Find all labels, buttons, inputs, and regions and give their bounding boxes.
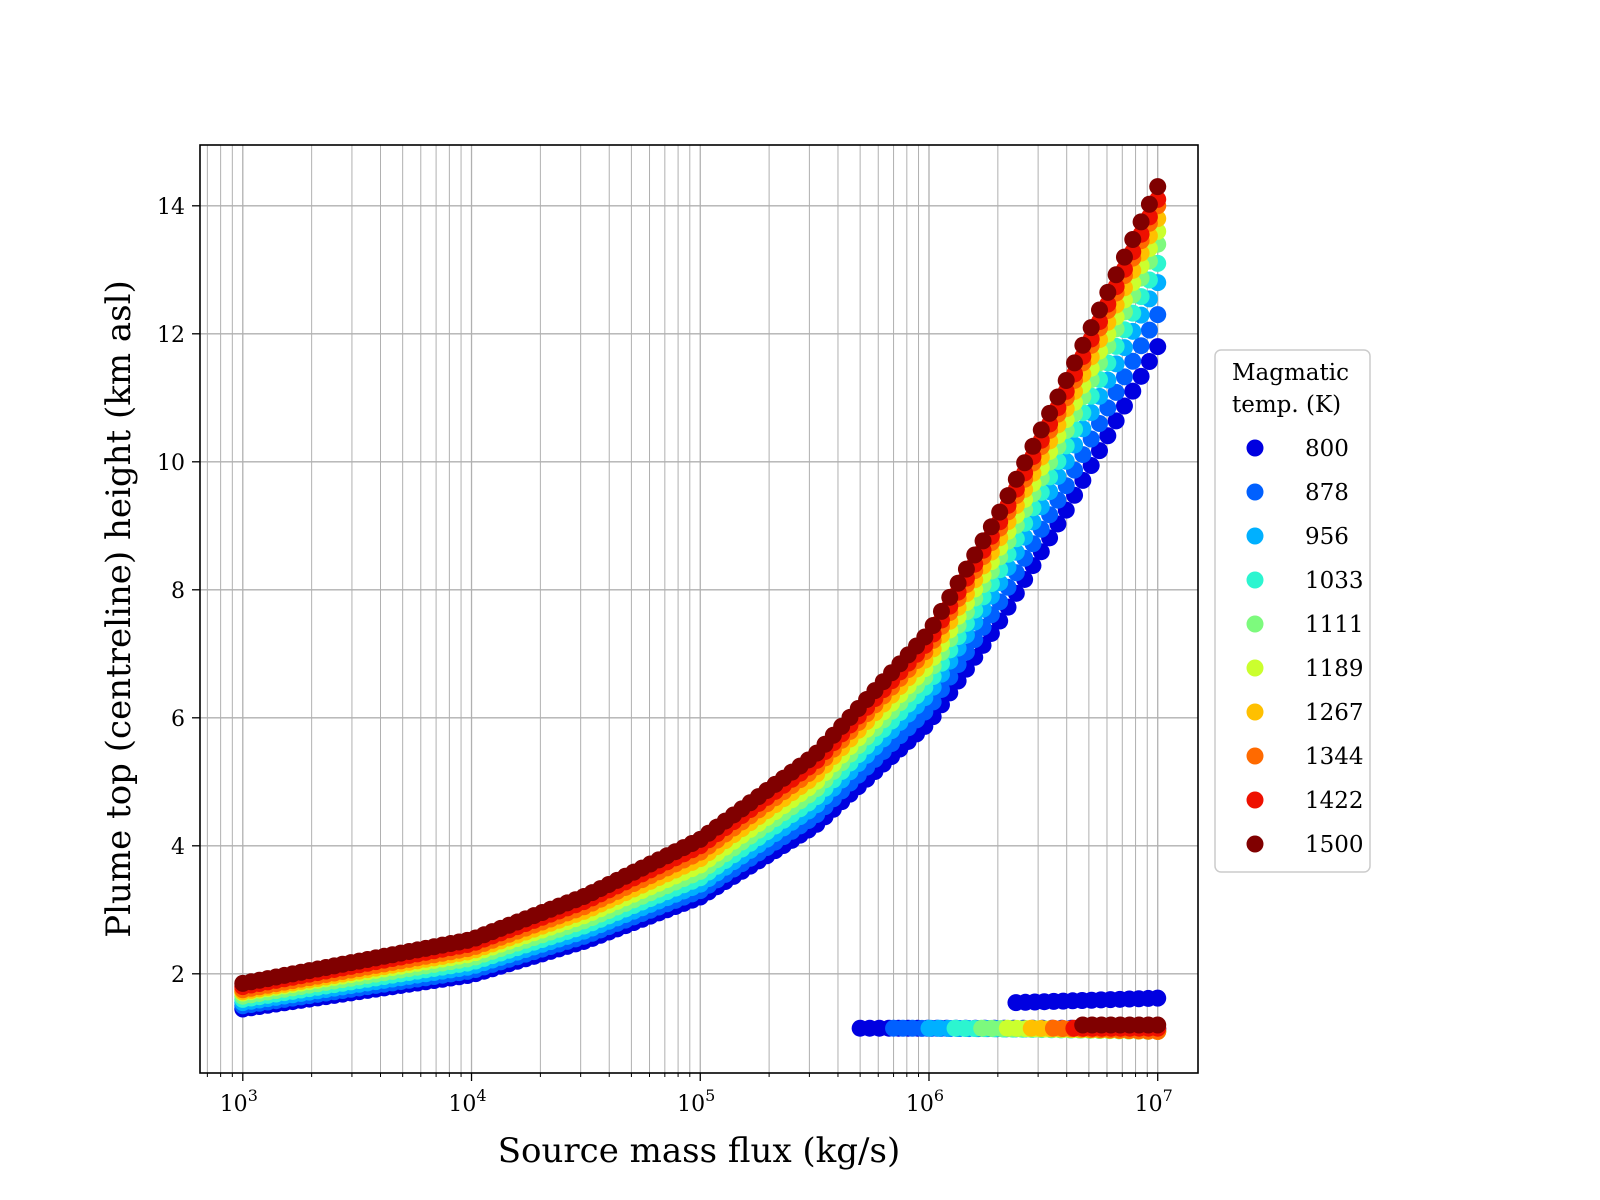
legend-marker — [1246, 483, 1264, 501]
legend-marker — [1246, 747, 1264, 765]
point-1500 — [1082, 319, 1100, 337]
point-1500 — [1057, 372, 1075, 390]
x-tick-label: 106 — [906, 1086, 944, 1117]
x-tick-label: 105 — [677, 1086, 715, 1117]
point-1500 — [1041, 404, 1059, 422]
legend-marker — [1246, 439, 1264, 457]
point-1500 — [941, 588, 959, 606]
axis-ticks: 103 104 105 106 107 2 4 6 8 10 12 14 — [157, 195, 1173, 1117]
point-1500 — [1074, 336, 1092, 354]
point-878 — [1124, 352, 1142, 370]
grid-lines — [200, 145, 1198, 1073]
point-1500 — [1007, 470, 1025, 488]
point-1500 — [957, 560, 975, 578]
x-axis-label: Source mass flux (kg/s) — [498, 1131, 900, 1171]
point-1500 — [974, 532, 992, 550]
y-tick-label: 6 — [171, 707, 185, 732]
y-axis-label: Plume top (centreline) height (km asl) — [99, 280, 139, 938]
y-tick-label: 8 — [171, 579, 185, 604]
point-800 — [1149, 338, 1167, 356]
legend-marker — [1246, 571, 1264, 589]
legend-marker — [1246, 615, 1264, 633]
point-800 — [1149, 989, 1167, 1007]
point-800 — [1115, 397, 1133, 415]
legend-box — [1214, 349, 1371, 873]
y-tick-label: 14 — [157, 195, 185, 220]
legend-label: 1500 — [1305, 832, 1364, 858]
x-tick-label: 107 — [1135, 1086, 1173, 1117]
y-tick-label: 4 — [171, 835, 185, 860]
series-1500 — [234, 178, 1167, 1034]
legend-marker — [1246, 527, 1264, 545]
point-800 — [1140, 352, 1158, 370]
point-1500 — [1049, 388, 1067, 406]
point-1500 — [949, 574, 967, 592]
point-1500 — [924, 617, 942, 635]
legend-label: 1111 — [1305, 612, 1364, 638]
point-1500 — [932, 602, 950, 620]
point-1500 — [1124, 230, 1142, 248]
point-1500 — [982, 518, 1000, 536]
x-tick-label: 104 — [448, 1086, 486, 1117]
point-1500 — [1090, 301, 1108, 319]
legend-label: 1344 — [1305, 744, 1364, 770]
point-1500 — [1016, 454, 1034, 472]
point-1500 — [1149, 178, 1167, 196]
legend-label: 878 — [1305, 480, 1349, 506]
data-points — [234, 178, 1167, 1040]
x-tick-label: 103 — [220, 1086, 258, 1117]
legend-label: 956 — [1305, 524, 1349, 550]
point-878 — [1107, 383, 1125, 401]
point-1500 — [991, 503, 1009, 521]
legend-label: 1033 — [1305, 568, 1364, 594]
legend-title: Magmatic — [1232, 360, 1349, 386]
legend-title: temp. (K) — [1232, 392, 1341, 418]
point-800 — [1124, 382, 1142, 400]
point-1500 — [966, 546, 984, 564]
point-1500 — [1132, 213, 1150, 231]
point-878 — [1132, 337, 1150, 355]
y-tick-label: 2 — [171, 963, 185, 988]
legend-marker — [1246, 835, 1264, 853]
point-878 — [1140, 321, 1158, 339]
y-tick-label: 12 — [157, 323, 185, 348]
point-800 — [1132, 367, 1150, 385]
legend-label: 1189 — [1305, 656, 1364, 682]
point-1500 — [1099, 283, 1117, 301]
point-878 — [1115, 368, 1133, 386]
point-1500 — [999, 487, 1017, 505]
legend: Magmatic temp. (K) 800 878 956 1033 1111 1189 12… — [1214, 349, 1371, 873]
legend-label: 800 — [1305, 436, 1349, 462]
point-1500 — [1032, 421, 1050, 439]
point-1500 — [1140, 195, 1158, 213]
point-1500 — [1107, 266, 1125, 284]
legend-marker — [1246, 791, 1264, 809]
point-1500 — [1149, 1016, 1167, 1034]
plot-area-frame — [199, 144, 1199, 1074]
point-1500 — [1024, 437, 1042, 455]
point-1500 — [1115, 248, 1133, 266]
point-800 — [1099, 427, 1117, 445]
y-tick-label: 10 — [157, 451, 185, 476]
legend-marker — [1246, 703, 1264, 721]
point-800 — [1107, 412, 1125, 430]
legend-label: 1267 — [1305, 700, 1364, 726]
point-878 — [1149, 306, 1167, 324]
point-1500 — [1066, 354, 1084, 372]
legend-marker — [1246, 659, 1264, 677]
legend-label: 1422 — [1305, 788, 1364, 814]
